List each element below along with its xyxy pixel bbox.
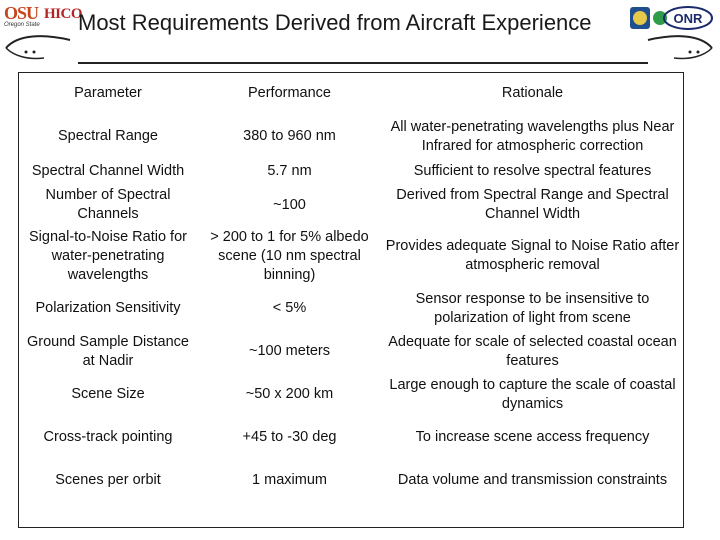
cell-performance: 1 maximum [252,472,327,488]
cell-parameter: Spectral Range [58,128,158,144]
table-row: Polarization Sensitivity < 5% Sensor res… [18,287,684,330]
cell-parameter: Scenes per orbit [55,472,161,488]
osu-logo-text: OSU [4,3,39,23]
cell-performance: +45 to -30 deg [242,429,337,445]
cell-rationale: Sensor response to be insensitive to pol… [415,290,650,326]
table-row: Scene Size ~50 x 200 km Large enough to … [18,373,684,416]
cell-performance: ~100 meters [248,343,330,359]
cell-rationale: Data volume and transmission constraints [397,472,668,488]
header-performance: Performance [247,85,331,101]
cell-parameter: Number of Spectral Channels [45,187,171,222]
table-header-row: Parameter Performance Rationale [18,72,684,115]
cell-performance: 380 to 960 nm [243,128,336,144]
hico-logo: HICO [44,6,83,22]
header-rationale: Rationale [501,85,564,101]
swoosh-right-icon [647,35,713,60]
table-row: Cross-track pointing +45 to -30 deg To i… [18,416,684,459]
cell-rationale: All water-penetrating wavelengths plus N… [390,118,675,154]
table-row: Ground Sample Distance at Nadir ~100 met… [18,330,684,373]
cell-rationale: To increase scene access frequency [415,429,650,445]
osu-logo: OSU Oregon State [4,4,40,32]
cell-parameter: Spectral Channel Width [31,163,185,179]
slide-header: OSU Oregon State HICO Most Requirements … [0,0,720,66]
cell-rationale: Adequate for scale of selected coastal o… [388,333,677,369]
cell-rationale: Derived from Spectral Range and Spectral… [396,187,669,222]
cell-parameter: Polarization Sensitivity [35,300,181,316]
cell-performance: > 200 to 1 for 5% albedo scene (10 nm sp… [210,228,369,283]
cell-performance: < 5% [272,300,307,316]
cell-parameter: Scene Size [71,386,145,402]
cell-performance: ~50 x 200 km [245,386,334,402]
page-title: Most Requirements Derived from Aircraft … [78,10,592,35]
seal-logo-icon: ONR [630,6,713,30]
table-row: Scenes per orbit 1 maximum Data volume a… [18,459,684,502]
requirements-table: Parameter Performance Rationale Spectral… [18,72,684,502]
header-parameter: Parameter [74,85,142,101]
partner-logos: ONR [626,4,716,34]
cell-parameter: Ground Sample Distance at Nadir [27,333,189,369]
cell-rationale: Sufficient to resolve spectral features [413,163,652,179]
title-underline [78,62,648,64]
table-row: Signal-to-Noise Ratio for water-penetrat… [18,225,684,287]
table-row: Number of Spectral Channels ~100 Derived… [18,185,684,225]
cell-rationale: Provides adequate Signal to Noise Ratio … [385,238,680,273]
osu-logo-subtext: Oregon State [4,22,40,28]
swoosh-left-icon [5,35,71,60]
onr-logo-text: ONR [674,11,704,26]
cell-parameter: Signal-to-Noise Ratio for water-penetrat… [29,228,187,283]
table-row: Spectral Channel Width 5.7 nm Sufficient… [18,158,684,185]
cell-rationale: Large enough to capture the scale of coa… [389,376,676,412]
cell-performance: ~100 [273,196,306,213]
cell-parameter: Cross-track pointing [43,429,173,445]
cell-performance: 5.7 nm [267,163,312,179]
table-row: Spectral Range 380 to 960 nm All water-p… [18,115,684,158]
